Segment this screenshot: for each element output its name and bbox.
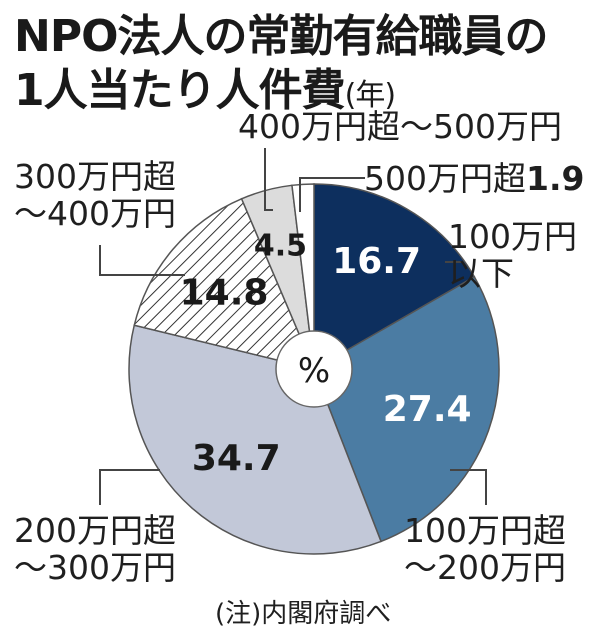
- center-percent-label: %: [298, 351, 330, 391]
- title-line-1: NPO法人の常勤有給職員の: [14, 11, 548, 62]
- source-note: (注)内閣府調べ: [215, 599, 392, 629]
- leader-line-100-200: [450, 469, 487, 505]
- pie-slice-over-500: [291, 183, 315, 370]
- category-label-over-500-value: 1.9: [526, 159, 585, 198]
- pie-slice-under-100: [313, 183, 476, 371]
- leader-line-400-500: [264, 148, 273, 211]
- leader-line-200-300: [99, 469, 160, 505]
- slice-value-labels: 16.7 27.4 34.7 14.8 4.5: [180, 228, 472, 478]
- category-label-300-400: 300万円超 ～400万円: [14, 158, 176, 232]
- category-label-100-200-line-2: ～200万円: [404, 548, 566, 587]
- category-label-under-100-line-2: 以下: [448, 254, 514, 293]
- category-label-300-400-line-2: ～400万円: [14, 194, 176, 233]
- slice-value-under-100: 16.7: [332, 241, 421, 282]
- category-label-400-500: 400万円超～500万円: [238, 108, 562, 145]
- category-label-under-100: 100万円 以下: [448, 218, 577, 292]
- leader-line-300-400: [99, 245, 185, 276]
- chart-title: NPO法人の常勤有給職員の 1人当たり人件費(年): [14, 10, 604, 123]
- category-label-200-300-line-2: ～300万円: [14, 548, 176, 587]
- category-label-400-500-line-1: 400万円超～500万円: [238, 107, 562, 146]
- category-label-over-500-text: 500万円超: [364, 159, 526, 198]
- category-label-under-100-line-1: 100万円: [448, 217, 577, 256]
- pie-slice-100-200: [313, 275, 500, 543]
- category-label-200-300: 200万円超 ～300万円: [14, 512, 176, 586]
- slice-value-100-200: 27.4: [383, 389, 472, 430]
- title-unit: (年): [344, 78, 396, 113]
- leader-lines: [99, 148, 487, 505]
- leader-line-over-500: [299, 177, 365, 212]
- category-label-100-200: 100万円超 ～200万円: [404, 512, 566, 586]
- pie-slice-300-400: [133, 197, 316, 371]
- category-label-200-300-line-1: 200万円超: [14, 511, 176, 550]
- slice-value-200-300: 34.7: [192, 438, 281, 479]
- slice-value-300-400: 14.8: [180, 273, 269, 314]
- category-label-over-500: 500万円超1.9: [364, 160, 584, 197]
- center-hole: [275, 330, 353, 408]
- title-line-2: 1人当たり人件費(年): [14, 64, 604, 123]
- category-label-100-200-line-1: 100万円超: [404, 511, 566, 550]
- category-label-300-400-line-1: 300万円超: [14, 157, 176, 196]
- slice-value-400-500: 4.5: [254, 228, 307, 263]
- title-line-2-text: 1人当たり人件費: [14, 65, 346, 116]
